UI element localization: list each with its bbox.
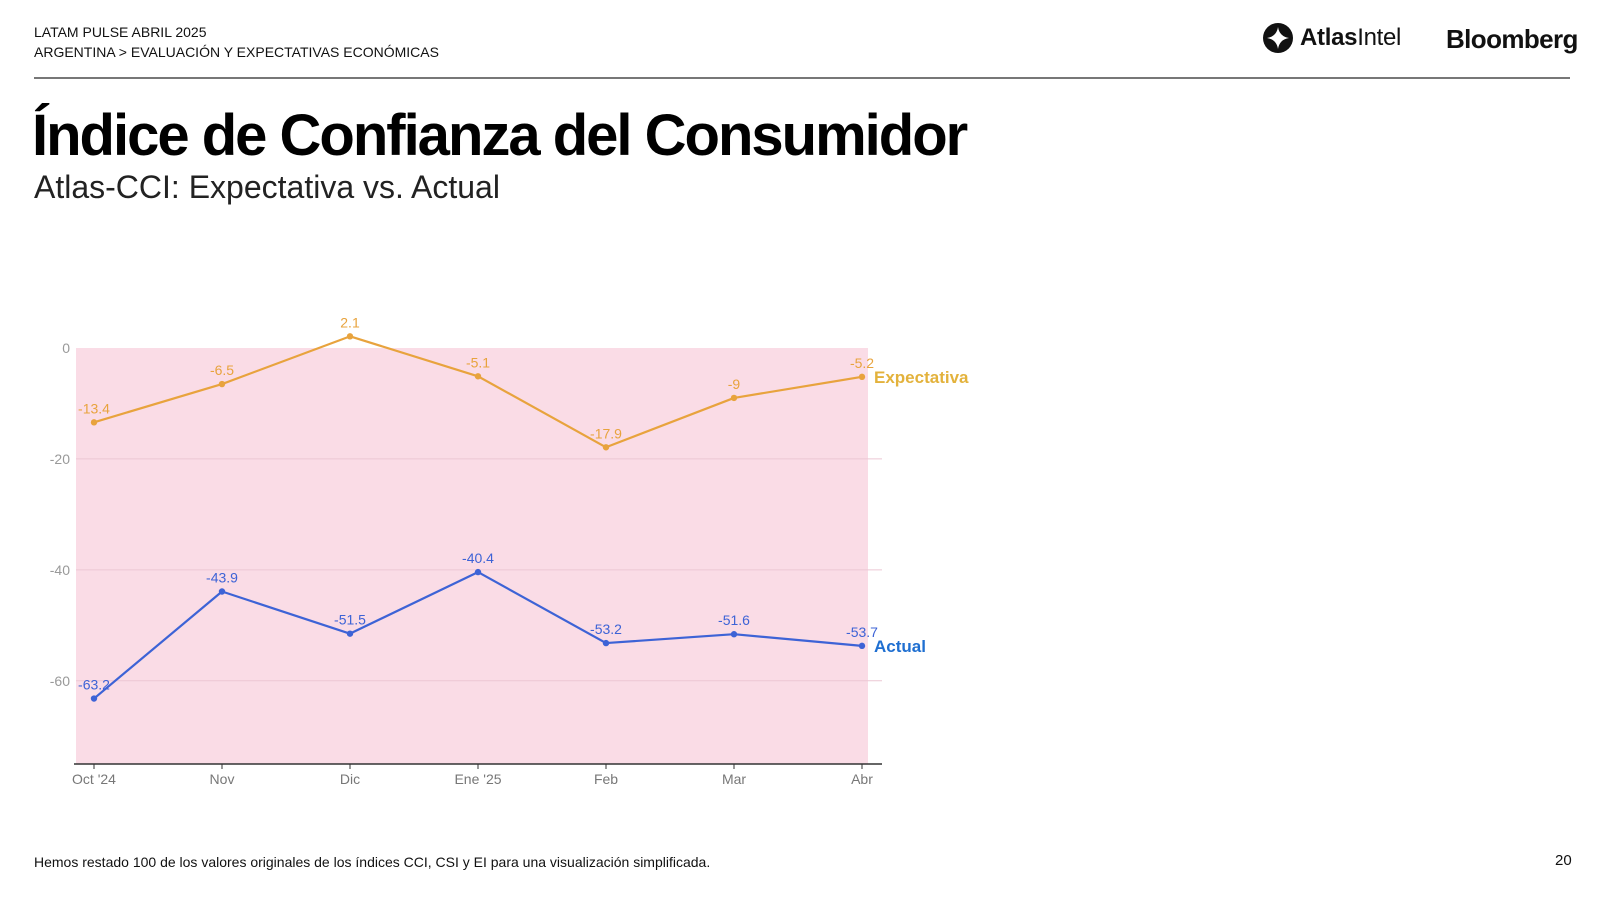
report-series-title: LATAM PULSE ABRIL 2025 (34, 24, 207, 40)
data-point-actual (730, 631, 738, 638)
data-point-actual (346, 630, 354, 637)
header-divider (34, 77, 1570, 79)
data-point-expectativa (346, 333, 354, 340)
x-tick-label: Nov (210, 771, 235, 787)
data-label-actual: -51.5 (334, 612, 366, 628)
data-label-expectativa: -13.4 (78, 400, 110, 416)
data-point-expectativa (602, 444, 610, 451)
x-tick-label: Feb (594, 771, 618, 787)
data-point-expectativa (90, 419, 98, 426)
page-title: Índice de Confianza del Consumidor (32, 103, 968, 168)
data-point-actual (474, 568, 482, 576)
data-label-expectativa: -5.2 (850, 355, 874, 371)
data-label-expectativa: -9 (728, 376, 741, 392)
data-point-actual (858, 642, 866, 650)
y-axis-ticks: 0 -20 -40 -60 (50, 340, 70, 689)
y-tick-label: 0 (62, 340, 70, 356)
data-label-actual: -40.4 (462, 550, 494, 566)
report-header: LATAM PULSE ABRIL 2025 ARGENTINA > EVALU… (34, 22, 439, 62)
data-point-expectativa (474, 373, 482, 380)
data-point-actual (218, 588, 226, 595)
series-name-actual: Actual (874, 637, 926, 656)
data-label-actual: -63.2 (78, 677, 110, 693)
atlasintel-wordmark-bold: Atlas (1300, 24, 1358, 51)
data-label-actual: -53.2 (590, 621, 622, 637)
data-label-actual: -53.7 (846, 624, 878, 640)
plot-background (76, 348, 868, 764)
page-number: 20 (1555, 852, 1572, 869)
atlasintel-mark-icon (1263, 23, 1293, 53)
x-tick-label: Abr (851, 771, 873, 787)
data-label-expectativa: -6.5 (210, 362, 234, 378)
atlasintel-wordmark: AtlasIntel (1300, 24, 1401, 52)
footnote: Hemos restado 100 de los valores origina… (34, 854, 711, 870)
y-tick-label: -20 (50, 451, 70, 467)
x-tick-label: Dic (340, 771, 360, 787)
data-label-expectativa: -17.9 (590, 425, 622, 441)
x-tick-label: Oct '24 (72, 771, 116, 787)
y-tick-label: -60 (50, 673, 70, 689)
report-breadcrumb: ARGENTINA > EVALUACIÓN Y EXPECTATIVAS EC… (34, 44, 439, 60)
data-label-expectativa: 2.1 (340, 314, 360, 330)
atlasintel-wordmark-light: Intel (1357, 24, 1402, 51)
x-tick-label: Mar (722, 771, 746, 787)
data-label-expectativa: -5.1 (466, 354, 490, 370)
data-point-expectativa (730, 394, 738, 402)
bloomberg-logo: Bloomberg (1446, 24, 1578, 54)
data-point-expectativa (858, 373, 866, 381)
x-tick-label: Ene '25 (454, 771, 501, 787)
data-point-expectativa (218, 380, 226, 388)
y-tick-label: -40 (50, 562, 70, 578)
data-point-actual (602, 639, 610, 647)
data-label-actual: -51.6 (718, 612, 750, 628)
data-label-actual: -43.9 (206, 569, 238, 585)
atlasintel-logo: AtlasIntel (1262, 22, 1401, 54)
page-subtitle: Atlas-CCI: Expectativa vs. Actual (34, 169, 500, 205)
series-name-expectativa: Expectativa (874, 368, 969, 387)
data-point-actual (90, 695, 98, 702)
x-axis-ticks: Oct '24 Nov Dic Ene '25 Feb Mar Abr (72, 764, 873, 787)
